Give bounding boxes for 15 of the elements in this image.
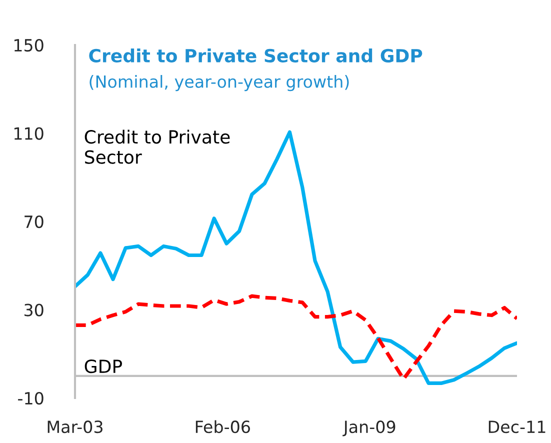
x-tick-label: Mar-03 <box>48 420 102 434</box>
y-tick-label: 150 <box>14 38 44 52</box>
x-tick-label: Feb-06 <box>196 420 250 434</box>
series-label: GDP <box>84 359 122 374</box>
y-tick-label: 110 <box>14 127 44 140</box>
y-tick-label: 70 <box>24 215 44 228</box>
text: (Nominal, year-on-year growth) <box>90 75 349 92</box>
x-tick-label: Jan-09 <box>342 420 396 436</box>
line-series <box>75 130 517 386</box>
y-tick-label: -10 <box>18 392 44 405</box>
line-series <box>75 294 517 381</box>
x-tick-label: Dec-11 <box>488 420 546 434</box>
text: Credit to Private Sector <box>84 130 230 164</box>
chart-title: Credit to Private Sector and GDP <box>89 48 422 63</box>
y-tick-label: 30 <box>24 304 44 316</box>
